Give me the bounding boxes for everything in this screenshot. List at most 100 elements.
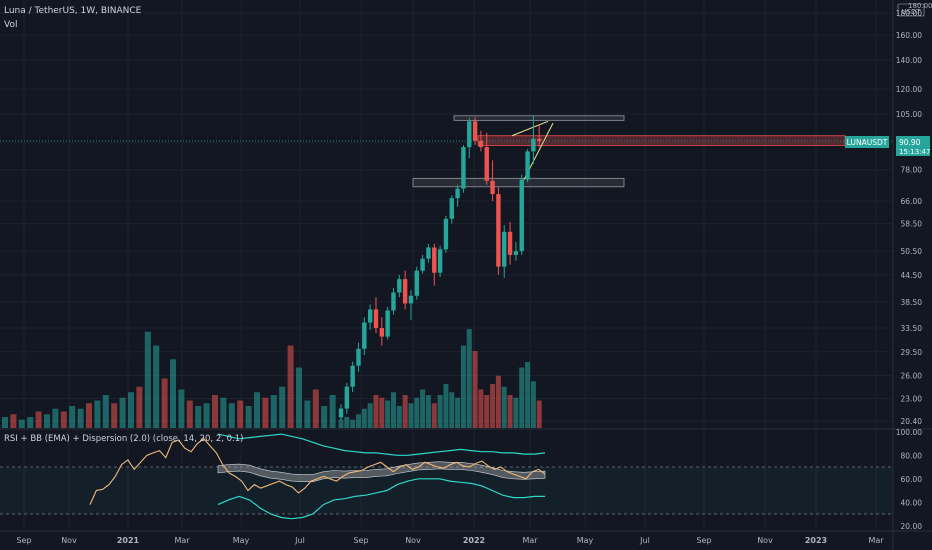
volume-bar — [437, 395, 443, 428]
volume-bar — [178, 389, 185, 428]
support-zone-box — [412, 177, 625, 188]
time-tick-label: Jul — [294, 536, 305, 545]
volume-bar — [519, 367, 525, 428]
volume-bar — [186, 400, 193, 428]
volume-bar — [329, 395, 336, 428]
volume-bar — [350, 419, 356, 428]
time-tick-label: Sep — [696, 536, 711, 545]
time-tick-label: 2023 — [805, 536, 827, 545]
volume-bar — [507, 395, 513, 428]
volume-bar — [501, 386, 507, 428]
symbol-tag-label: LUNAUSDT — [847, 138, 888, 147]
candle-body — [402, 279, 408, 304]
candle-body — [525, 151, 530, 180]
time-tick-label: May — [577, 536, 594, 545]
time-tick-label: Nov — [405, 536, 421, 545]
candle-body — [391, 292, 396, 311]
rsi-tick-label: 80.00 — [901, 451, 923, 460]
volume-bar — [367, 403, 373, 428]
volume-bar — [536, 400, 542, 428]
volume-bar — [525, 362, 531, 428]
volume-bar — [161, 378, 168, 428]
candle-body — [537, 138, 542, 142]
countdown-label: 15:13:47 — [899, 148, 930, 156]
candle-body — [467, 121, 472, 148]
volume-legend[interactable]: Vol — [4, 20, 18, 30]
bb-basis-ribbon — [217, 461, 546, 482]
scale-top-label: 180.00 — [908, 2, 932, 10]
volume-bar — [530, 381, 536, 428]
price-tick-label: 66.00 — [901, 197, 923, 206]
volume-bar — [460, 345, 466, 428]
candle-body — [484, 147, 489, 181]
candle-body — [362, 322, 367, 349]
price-tick-label: 160.00 — [896, 31, 922, 40]
rsi-line — [89, 438, 546, 505]
volume-bar — [466, 329, 472, 428]
volume-bar — [102, 395, 109, 428]
price-tick-label: 120.00 — [896, 85, 922, 94]
bb-lower-band — [217, 478, 545, 520]
rsi-tick-label: 60.00 — [901, 475, 923, 484]
volume-bar — [44, 414, 50, 428]
volume-bar — [379, 397, 385, 428]
wedge-upper-line — [511, 120, 549, 137]
bb-upper-band — [217, 433, 546, 456]
candle-body — [356, 348, 361, 366]
time-tick-label: Mar — [522, 536, 538, 545]
volume-bar — [414, 397, 420, 428]
volume-bar — [396, 406, 402, 428]
volume-bars — [2, 329, 542, 428]
time-tick-label: Sep — [16, 536, 31, 545]
volume-bar — [385, 400, 391, 428]
volume-bar — [195, 406, 202, 428]
candle-body — [437, 249, 443, 273]
candle-body — [373, 309, 379, 329]
time-tick-label: Mar — [868, 536, 884, 545]
volume-bar — [144, 331, 151, 428]
symbol-tag[interactable] — [845, 136, 889, 148]
volume-bar — [35, 411, 42, 428]
volume-bar — [287, 345, 294, 428]
rsi-legend[interactable]: RSI + BB (EMA) + Dispersion (2.0) (close… — [4, 434, 244, 444]
volume-bar — [495, 375, 501, 428]
volume-bar — [119, 397, 126, 428]
volume-bar — [77, 408, 84, 428]
drawing-tools[interactable] — [0, 115, 893, 188]
time-tick-label: Sep — [353, 536, 368, 545]
rsi-pane — [0, 433, 893, 520]
currency-box[interactable] — [897, 3, 925, 17]
volume-bar — [338, 419, 344, 428]
volume-bar — [27, 417, 34, 428]
volume-bar — [355, 414, 361, 428]
volume-bar — [245, 406, 252, 428]
candle-body — [519, 179, 524, 252]
symbol-info[interactable]: Luna / TetherUS, 1W, BINANCE — [4, 6, 142, 16]
volume-bar — [212, 395, 218, 428]
resistance-zone-box — [453, 115, 625, 121]
volume-bar — [361, 408, 367, 428]
time-tick-label: 2022 — [463, 536, 485, 545]
candle-body — [531, 138, 536, 152]
volume-bar — [304, 400, 311, 428]
candle-body — [344, 386, 350, 409]
volume-bar — [321, 406, 328, 428]
rsi-tick-label: 100.00 — [896, 428, 922, 437]
price-tick-label: 105.00 — [896, 110, 922, 119]
volume-bar — [344, 417, 350, 428]
volume-bar — [111, 403, 118, 428]
candle-body — [449, 198, 454, 219]
candle-body — [385, 310, 390, 337]
grid — [0, 0, 893, 530]
price-tick-label: 180.00 — [896, 9, 922, 18]
price-tick-label: 58.50 — [901, 220, 923, 229]
volume-bar — [513, 397, 519, 428]
candle-body — [507, 231, 513, 255]
volume-bar — [490, 384, 496, 428]
candle-body — [443, 218, 449, 250]
volume-bar — [2, 417, 8, 428]
volume-bar — [408, 403, 414, 428]
volume-bar — [484, 395, 490, 428]
